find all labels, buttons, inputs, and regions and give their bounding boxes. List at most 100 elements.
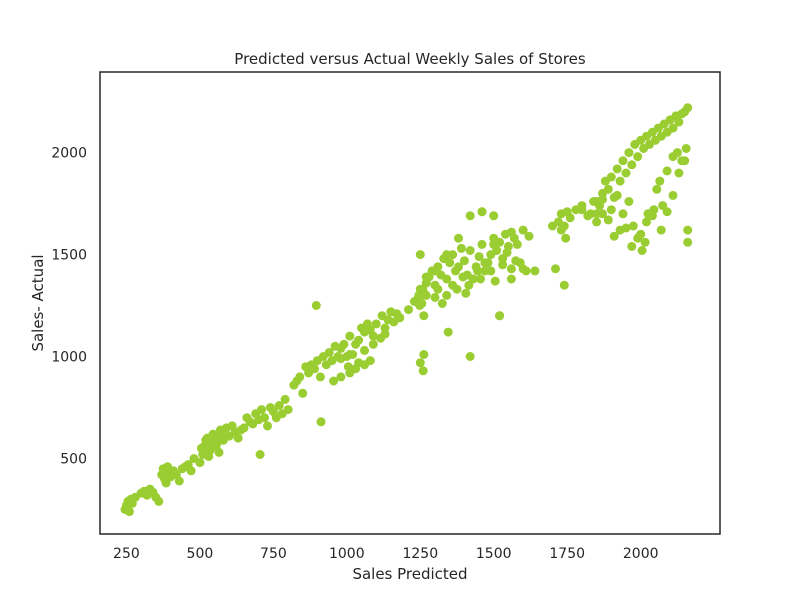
data-point [592,197,602,206]
data-point [437,299,447,308]
x-tick-label: 1500 [476,546,512,562]
data-point [311,301,321,310]
data-point [524,231,534,241]
data-point [637,246,647,255]
data-point [418,366,428,376]
data-point [480,258,490,268]
data-point [680,156,690,166]
data-point [473,266,483,276]
data-point [283,405,293,415]
data-point [465,352,475,361]
data-point [618,209,628,219]
data-point [380,329,390,339]
data-point [465,211,475,221]
data-point [459,256,469,266]
y-axis-label: Sales- Actual [29,254,47,351]
data-point [477,207,487,217]
data-point [442,274,452,284]
x-tick-label: 500 [187,546,214,562]
data-point [628,221,638,231]
data-point [461,288,471,298]
x-tick-label: 750 [260,546,287,562]
data-point [490,276,500,286]
data-point [345,331,355,341]
data-point [489,239,499,249]
data-point [255,450,265,459]
data-point [415,358,425,368]
data-point [339,339,349,349]
data-point [606,172,616,182]
data-point [683,237,693,247]
data-point [681,144,691,153]
y-tick-label: 500 [60,452,87,468]
plot-frame [99,71,721,535]
data-point [598,209,607,219]
data-point [442,250,452,260]
data-point [239,423,249,433]
data-point [274,401,284,410]
data-point [280,394,290,404]
data-point [656,225,666,235]
data-point [430,266,440,276]
data-point [195,458,205,468]
data-point [674,117,684,127]
x-axis-label: Sales Predicted [352,565,467,583]
x-tick-label: 1250 [402,546,438,562]
data-point [627,241,637,251]
data-point [603,215,613,225]
y-tick-label: 1000 [51,350,87,366]
data-point [477,239,487,249]
data-point [633,152,643,162]
data-point [668,190,678,200]
data-point [518,264,528,274]
chart-title: Predicted versus Actual Weekly Sales of … [234,50,586,68]
data-point [498,260,508,270]
data-point [417,284,427,294]
data-point [345,350,355,359]
data-point [360,345,369,355]
data-point [662,166,672,176]
data-point [419,311,429,321]
data-point [606,205,616,215]
x-tick-label: 1750 [549,546,585,562]
data-point [260,413,269,423]
data-point [512,239,522,249]
data-point [415,250,425,260]
data-point [640,237,650,247]
data-point [627,160,637,170]
data-point [298,388,308,398]
x-tick-label: 1000 [329,546,365,562]
data-point [683,103,693,113]
data-point [647,211,657,221]
data-point [464,280,474,290]
data-point [454,233,463,243]
data-point [454,262,463,272]
data-point [592,217,602,227]
data-point [421,272,431,282]
data-point [683,225,693,235]
data-point [621,168,631,178]
data-point [506,274,516,284]
data-point [295,372,305,382]
data-point [612,164,622,174]
data-point [577,205,587,215]
data-point [518,225,528,235]
data-point [465,246,475,255]
data-point [652,184,662,194]
data-point [419,350,429,359]
data-point [662,207,672,217]
data-point [368,339,378,349]
x-tick-label: 2000 [623,546,659,562]
data-point [636,229,646,239]
data-point [174,476,184,486]
data-point [442,290,452,300]
data-point [443,327,453,337]
data-point [354,335,364,345]
data-point [565,213,575,223]
data-point [329,376,339,386]
data-point [154,496,164,506]
data-point [502,248,512,257]
data-point [395,313,405,323]
data-point [233,433,243,443]
